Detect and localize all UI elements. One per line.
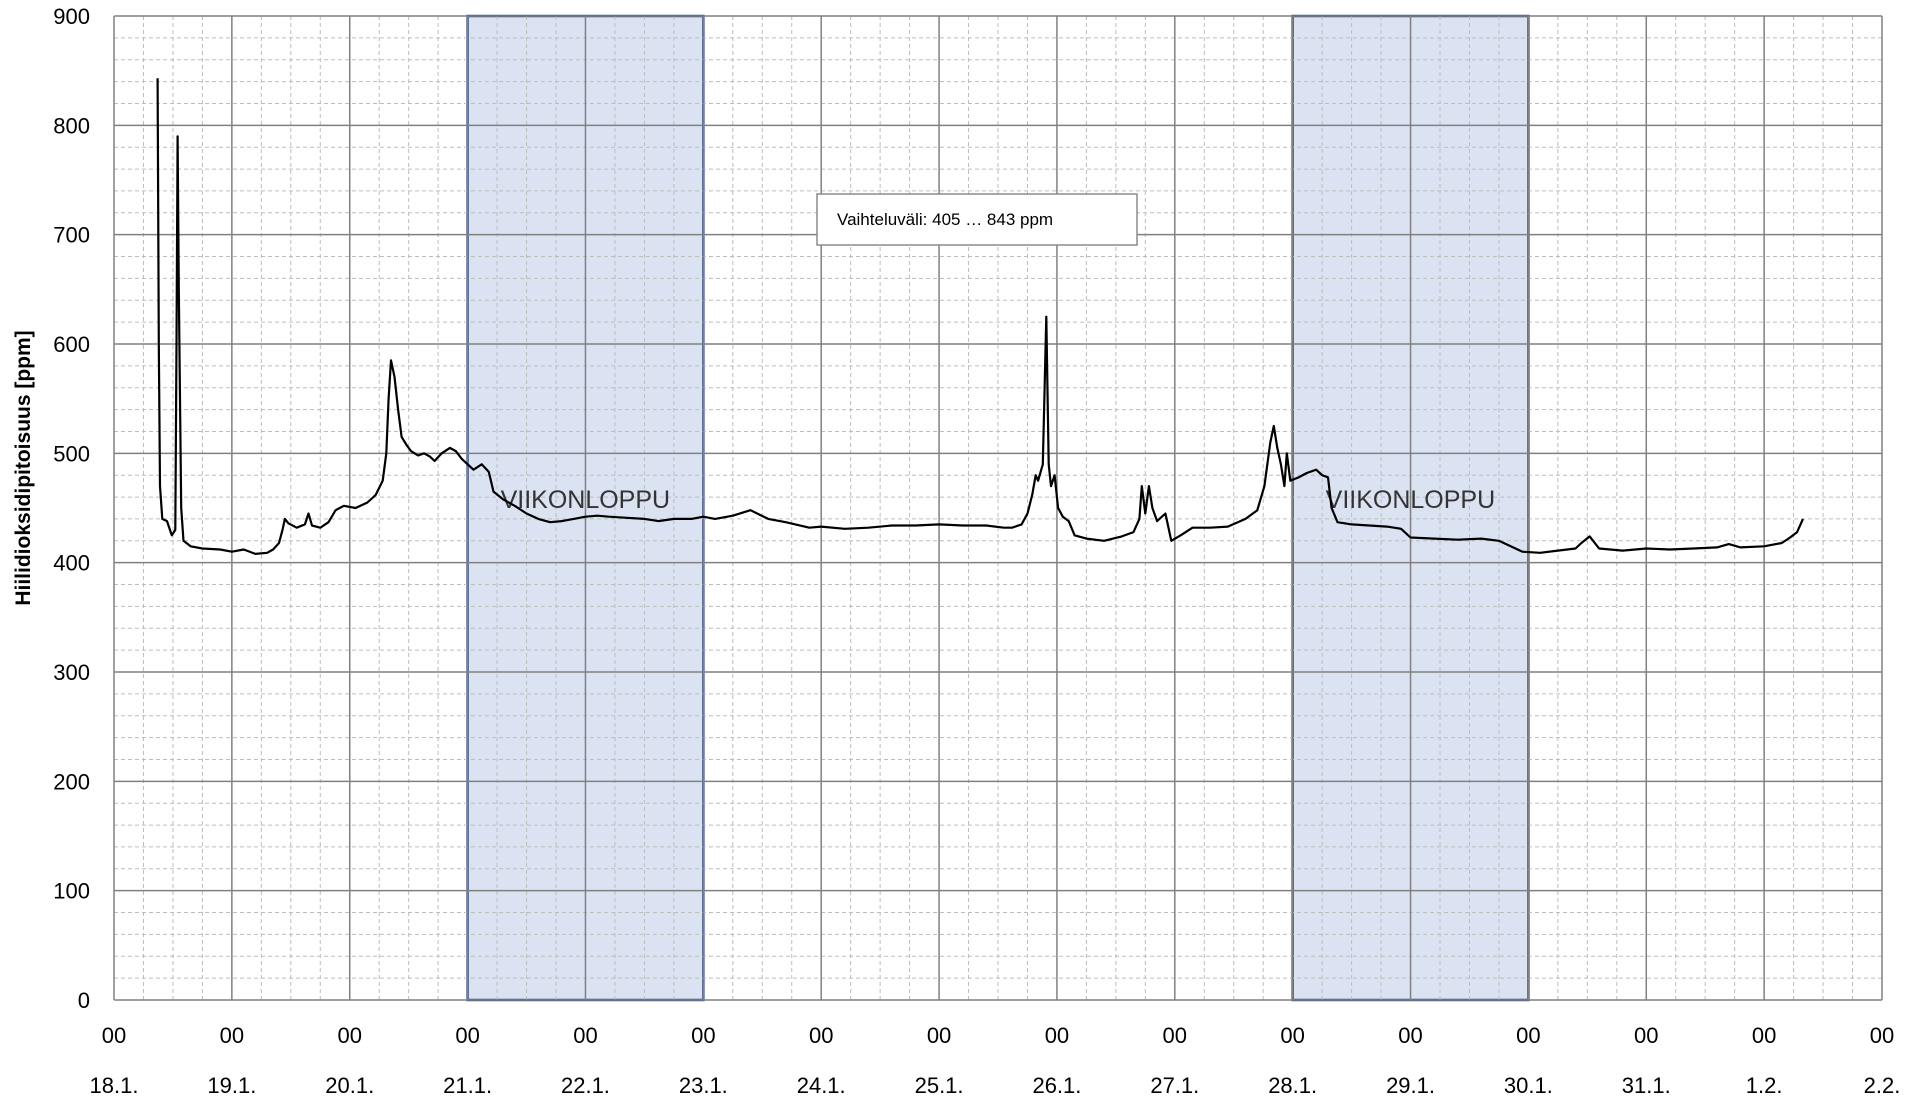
x-tick-date-label: 21.1. — [443, 1073, 492, 1097]
weekend-label-2: VIIKONLOPPU — [1326, 486, 1496, 514]
x-tick-date-label: 1.2. — [1746, 1073, 1783, 1097]
x-tick-time-label: 00 — [809, 1023, 833, 1048]
y-axis-title: Hiilidioksidipitoisuus [ppm] — [12, 330, 35, 605]
x-tick-time-label: 00 — [1634, 1023, 1658, 1048]
y-tick-label: 700 — [53, 223, 90, 248]
x-tick-time-label: 00 — [337, 1023, 361, 1048]
x-tick-date-label: 26.1. — [1032, 1073, 1081, 1097]
annotation: Vaihteluväli: 405 … 843 ppm — [816, 193, 1138, 246]
x-tick-date-label: 20.1. — [325, 1073, 374, 1097]
x-tick-time-label: 00 — [1752, 1023, 1776, 1048]
y-tick-label: 100 — [53, 879, 90, 904]
x-tick-date-label: 22.1. — [561, 1073, 610, 1097]
series-layer — [156, 78, 1805, 555]
x-tick-time-label: 00 — [1280, 1023, 1304, 1048]
x-tick-date-label: 29.1. — [1386, 1073, 1435, 1097]
y-tick-label: 0 — [78, 988, 90, 1013]
x-tick-date-label: 18.1. — [90, 1073, 139, 1097]
x-tick-time-label: 00 — [455, 1023, 479, 1048]
grid — [113, 15, 1883, 1001]
region-labels: VIIKONLOPPU VIIKONLOPPU — [501, 486, 1496, 514]
y-tick-label: 600 — [53, 332, 90, 357]
axes: 0 100 200 300 400 500 600 700 800 900 00 18.1. 00 19.… — [12, 4, 1900, 1097]
y-tick-label: 300 — [53, 660, 90, 685]
x-tick-time-label: 00 — [1045, 1023, 1069, 1048]
y-tick-label: 400 — [53, 551, 90, 576]
x-tick-time-label: 00 — [691, 1023, 715, 1048]
y-tick-label: 500 — [53, 441, 90, 466]
x-tick-date-label: 30.1. — [1504, 1073, 1553, 1097]
x-tick-date-label: 31.1. — [1622, 1073, 1671, 1097]
y-tick-label: 200 — [53, 769, 90, 794]
x-tick-time-label: 00 — [573, 1023, 597, 1048]
co2-series-line — [156, 78, 1805, 555]
x-tick-time-label: 00 — [102, 1023, 126, 1048]
x-tick-date-label: 28.1. — [1268, 1073, 1317, 1097]
x-tick-date-label: 27.1. — [1150, 1073, 1199, 1097]
x-tick-date-label: 19.1. — [207, 1073, 256, 1097]
x-tick-date-label: 24.1. — [797, 1073, 846, 1097]
x-tick-date-label: 23.1. — [679, 1073, 728, 1097]
x-tick-time-label: 00 — [1516, 1023, 1540, 1048]
x-tick-time-label: 00 — [1163, 1023, 1187, 1048]
x-tick-time-label: 00 — [1398, 1023, 1422, 1048]
annotation-text: Vaihteluväli: 405 … 843 ppm — [837, 210, 1053, 229]
annotation-box — [816, 193, 1138, 246]
x-tick-time-label: 00 — [927, 1023, 951, 1048]
y-tick-label: 900 — [53, 4, 90, 29]
x-tick-time-label: 00 — [1870, 1023, 1894, 1048]
x-tick-date-label: 2.2. — [1864, 1073, 1901, 1097]
weekend-label-1: VIIKONLOPPU — [501, 486, 670, 514]
x-tick-date-label: 25.1. — [915, 1073, 964, 1097]
x-tick-time-label: 00 — [220, 1023, 244, 1048]
y-tick-label: 800 — [53, 113, 90, 138]
